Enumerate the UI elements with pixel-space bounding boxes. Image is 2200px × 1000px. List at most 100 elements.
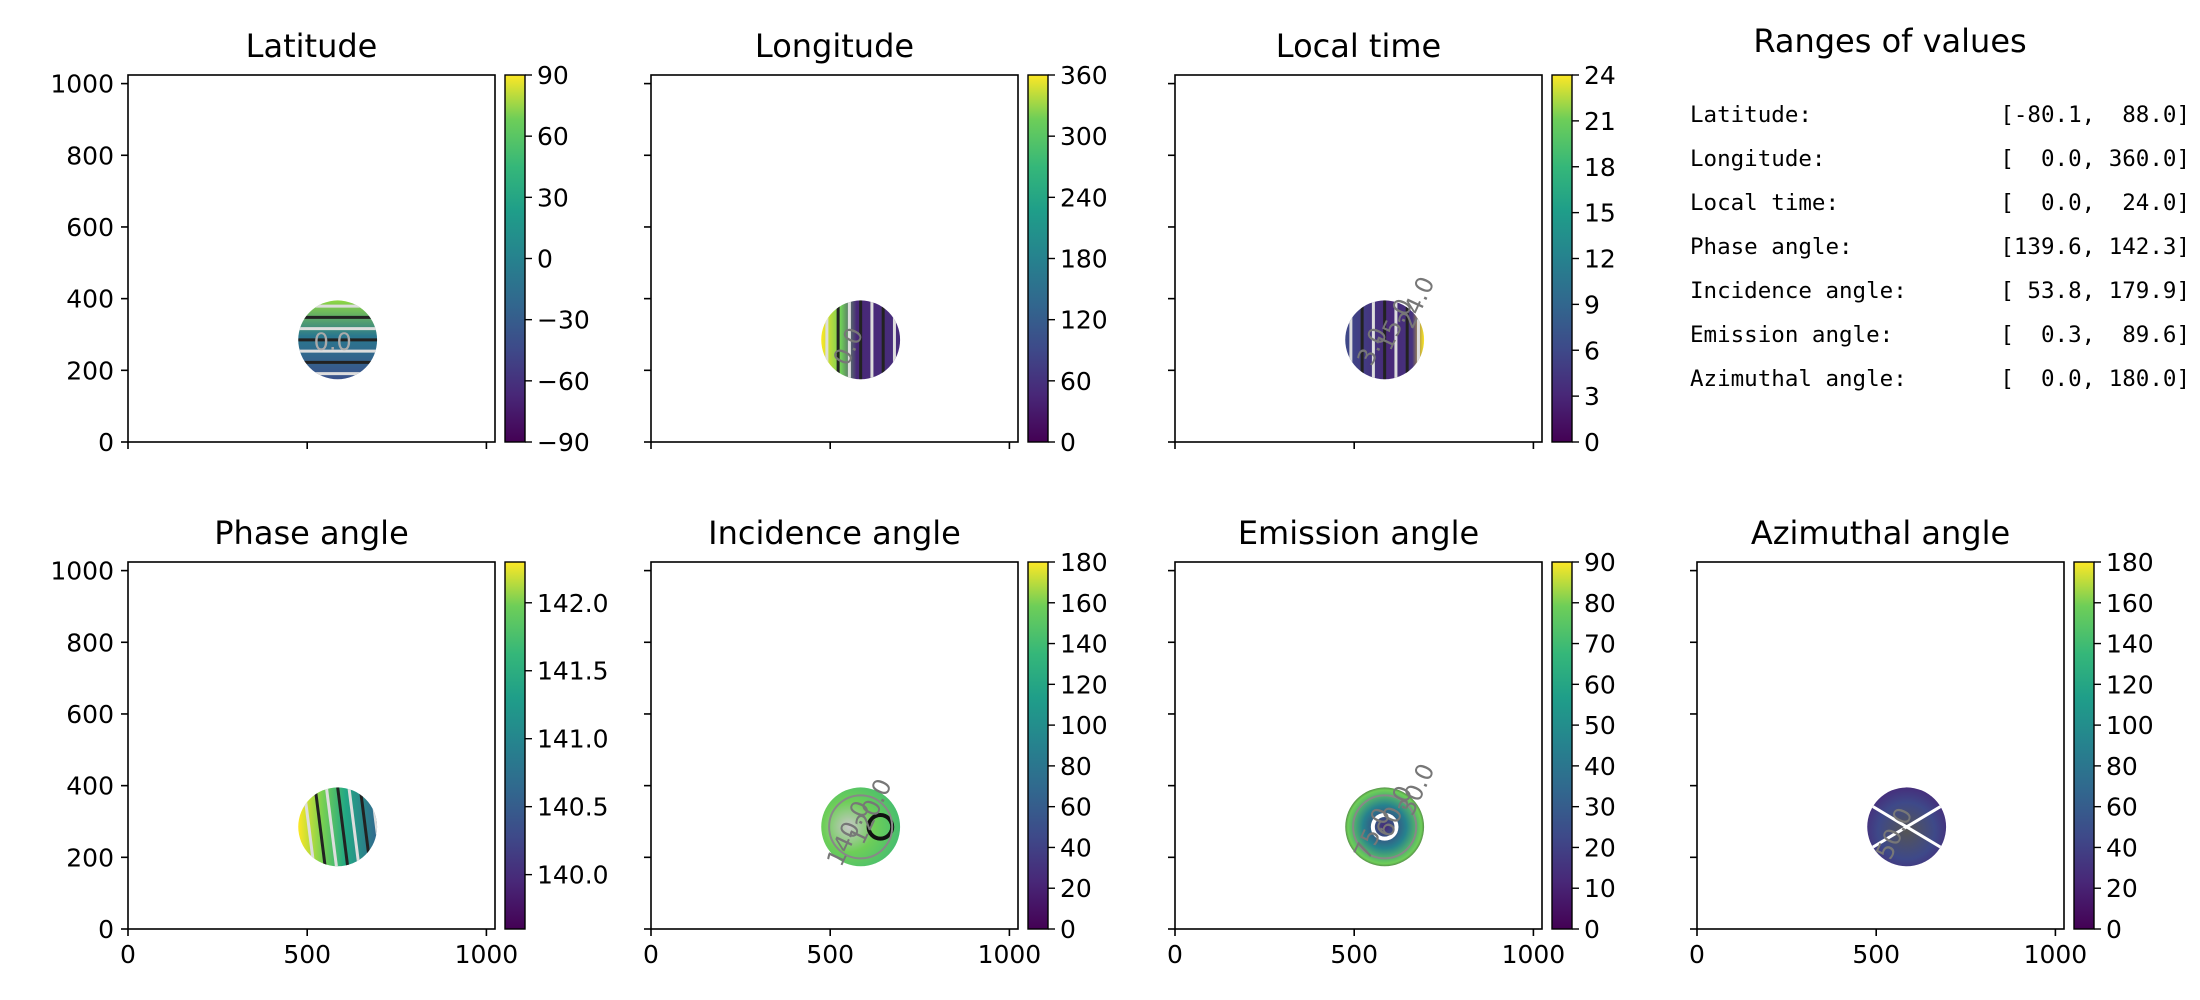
range-label: Azimuthal angle:	[1690, 366, 1907, 392]
colorbar	[1027, 561, 1049, 930]
colorbar-tick-label: 21	[1584, 107, 1616, 136]
colorbar-tick-label: 240	[1060, 183, 1108, 212]
colorbar-tick-label: 0	[1060, 428, 1076, 457]
contour-lines	[828, 794, 895, 860]
y-tick-label: 600	[66, 213, 114, 242]
plot-frame	[650, 74, 1019, 443]
plot-frame	[127, 561, 496, 930]
colorbar-tick-label: 120	[1060, 670, 1108, 699]
contour-lines	[1867, 801, 1947, 852]
colorbar-tick-label: 80	[2106, 752, 2138, 781]
y-tick-label: 1000	[50, 70, 114, 99]
contour-line	[1370, 813, 1399, 841]
colorbar-tick-label: −90	[537, 428, 590, 457]
colorbar-tick-label: 180	[1060, 548, 1108, 577]
panel-phase-angle: Phase angle 0 500 1000 0 200 400 600 800 1000 142.…	[50, 514, 608, 969]
colorbar-tick-label: 100	[2106, 711, 2154, 740]
range-label: Latitude:	[1690, 102, 1812, 128]
y-tick-label: 200	[66, 843, 114, 872]
colorbar-tick-label: 50	[1584, 711, 1616, 740]
range-value: [ 0.3, 89.6]	[2000, 322, 2190, 348]
range-label: Incidence angle:	[1690, 278, 1907, 304]
range-label: Phase angle:	[1690, 234, 1853, 260]
colorbar-tick-label: 142.0	[537, 589, 609, 618]
colorbar-tick-label: 120	[1060, 306, 1108, 335]
range-value: [ 0.0, 24.0]	[2000, 190, 2190, 216]
colorbar-tick-label: 40	[2106, 833, 2138, 862]
colorbar-tick-label: 20	[1584, 833, 1616, 862]
contour-line	[1867, 801, 1947, 852]
y-tick-label: 0	[98, 428, 114, 457]
y-tick-label: 800	[66, 141, 114, 170]
range-value: [139.6, 142.3]	[2000, 234, 2190, 260]
colorbar-tick-label: 90	[537, 61, 569, 90]
x-tick-label: 1000	[2024, 940, 2088, 969]
contour-line	[1352, 794, 1418, 860]
contour-line	[313, 787, 327, 867]
panel-title: Local time	[1276, 27, 1441, 65]
colorbar-tick-label: 140	[2106, 630, 2154, 659]
colorbar-tick-label: 20	[1060, 874, 1092, 903]
y-tick-label: 600	[66, 700, 114, 729]
colorbar-tick-label: 15	[1584, 199, 1616, 228]
x-tick-label: 500	[283, 940, 331, 969]
colorbar-tick-label: 60	[1584, 670, 1616, 699]
colorbar-tick-label: 24	[1584, 61, 1616, 90]
x-tick-label: 0	[1689, 940, 1705, 969]
colorbar-tick-label: 0	[1584, 915, 1600, 944]
colorbar-tick-label: 80	[1060, 752, 1092, 781]
range-row-local-time: Local time: [ 0.0, 24.0]	[1690, 190, 2190, 234]
y-tick-label: 400	[66, 285, 114, 314]
colorbar-tick-label: 141.5	[537, 657, 609, 686]
colorbar-tick-label: 18	[1584, 153, 1616, 182]
colorbar	[504, 74, 526, 443]
colorbar-tick-label: −60	[537, 367, 590, 396]
colorbar-tick-label: 80	[1584, 589, 1616, 618]
range-row-latitude: Latitude: [-80.1, 88.0]	[1690, 102, 2190, 146]
colorbar-tick-label: 6	[1584, 336, 1600, 365]
colorbar-tick-label: 140.0	[537, 861, 609, 890]
panel-title: Emission angle	[1238, 514, 1479, 552]
panel-title: Azimuthal angle	[1751, 514, 2010, 552]
panel-title: Incidence angle	[708, 514, 961, 552]
colorbar-tick-label: 3	[1584, 382, 1600, 411]
colorbar	[1027, 74, 1049, 443]
colorbar-tick-label: 0	[537, 245, 553, 274]
contour-line	[347, 787, 361, 867]
y-tick-label: 800	[66, 628, 114, 657]
plot-frame	[1174, 561, 1543, 930]
x-tick-label: 1000	[1502, 940, 1566, 969]
colorbar-tick-label: 0	[2106, 915, 2122, 944]
range-row-emission-angle: Emission angle: [ 0.3, 89.6]	[1690, 322, 2190, 366]
colorbar-tick-label: 141.0	[537, 725, 609, 754]
range-row-azimuthal-angle: Azimuthal angle: [ 0.0, 180.0]	[1690, 366, 2190, 410]
colorbar-tick-label: 120	[2106, 670, 2154, 699]
panel-title: Latitude	[246, 27, 378, 65]
colorbar-tick-label: −30	[537, 306, 590, 335]
colorbar-tick-label: 300	[1060, 122, 1108, 151]
ranges-title: Ranges of values	[1753, 22, 2027, 60]
plot-frame	[1696, 561, 2065, 930]
colorbar-tick-label: 60	[537, 122, 569, 151]
colorbar	[1551, 74, 1573, 443]
x-tick-label: 500	[1852, 940, 1900, 969]
range-row-longitude: Longitude: [ 0.0, 360.0]	[1690, 146, 2190, 190]
colorbar-tick-label: 9	[1584, 290, 1600, 319]
colorbar-tick-label: 0	[1584, 428, 1600, 457]
contour-label: 0.0	[314, 328, 352, 356]
colorbar-tick-label: 160	[2106, 589, 2154, 618]
colorbar-tick-label: 30	[537, 183, 569, 212]
ranges-list: Latitude: [-80.1, 88.0] Longitude: [ 0.0, …	[1690, 102, 2190, 410]
colorbar-tick-label: 160	[1060, 589, 1108, 618]
range-value: [-80.1, 88.0]	[2000, 102, 2190, 128]
colorbar-tick-label: 60	[1060, 793, 1092, 822]
contour-line	[324, 787, 338, 867]
planet-disk	[821, 787, 901, 867]
colorbar-tick-label: 30	[1584, 793, 1616, 822]
